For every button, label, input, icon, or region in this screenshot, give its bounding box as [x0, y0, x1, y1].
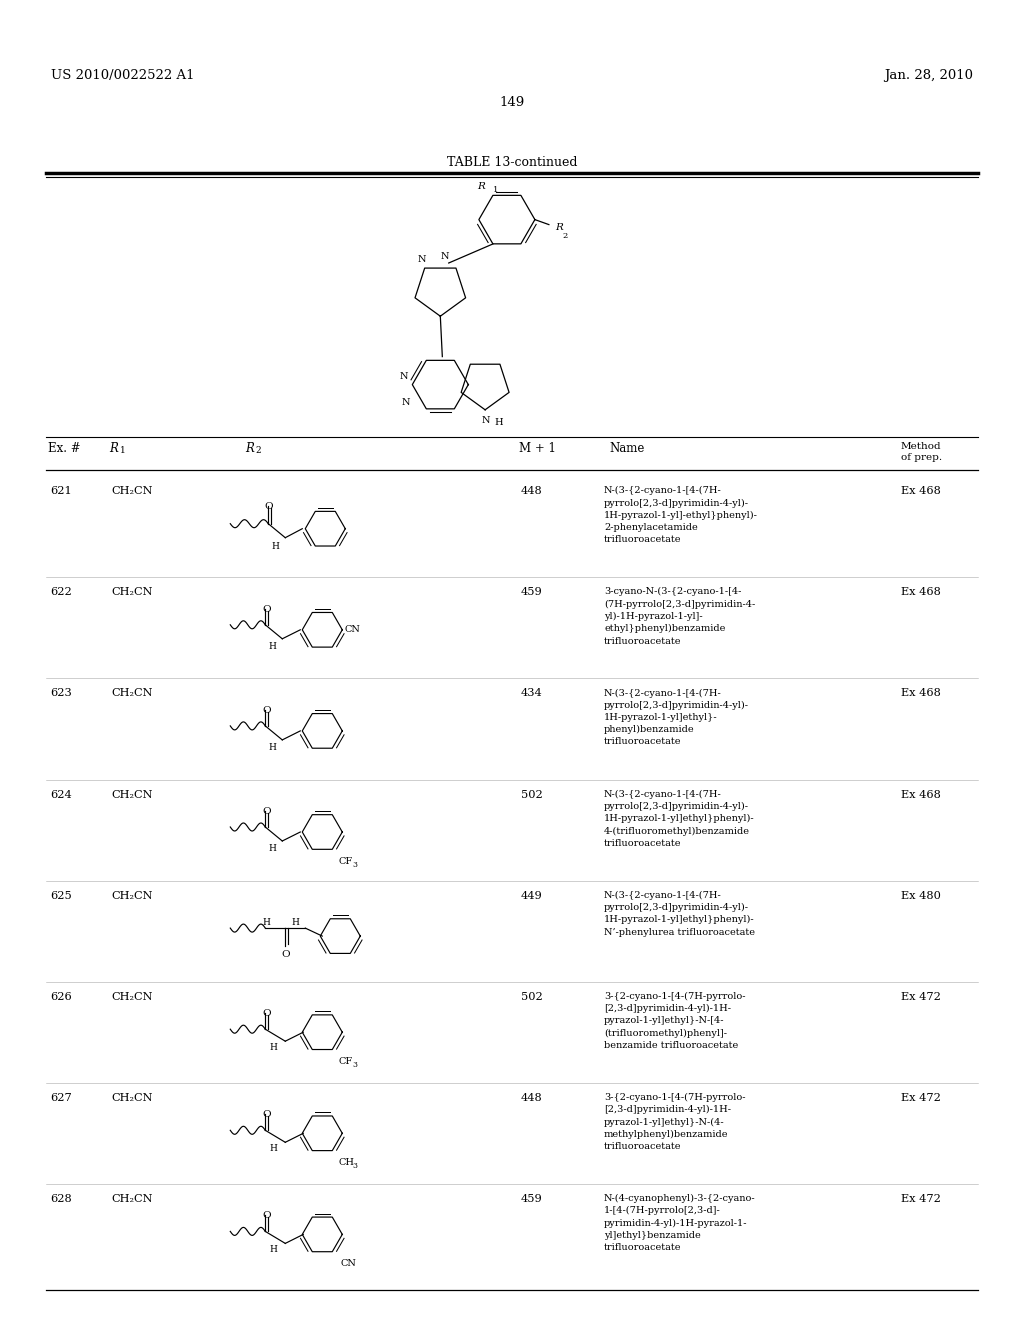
- Text: US 2010/0022522 A1: US 2010/0022522 A1: [51, 69, 195, 82]
- Text: CH₂CN: CH₂CN: [112, 991, 153, 1002]
- Text: CF: CF: [338, 857, 352, 866]
- Text: O: O: [262, 706, 270, 715]
- Text: 3: 3: [352, 1163, 357, 1171]
- Text: CH₂CN: CH₂CN: [112, 789, 153, 800]
- Text: Method
of prep.: Method of prep.: [901, 442, 942, 462]
- Text: H: H: [269, 1144, 278, 1154]
- Text: CH₂CN: CH₂CN: [112, 1093, 153, 1102]
- Text: 3-cyano-N-(3-{2-cyano-1-[4-
(7H-pyrrolo[2,3-d]pyrimidin-4-
yl)-1H-pyrazol-1-yl]-: 3-cyano-N-(3-{2-cyano-1-[4- (7H-pyrrolo[…: [604, 587, 756, 645]
- Text: H: H: [268, 642, 276, 651]
- Text: 2: 2: [563, 231, 568, 240]
- Text: H: H: [268, 843, 276, 853]
- Text: H: H: [292, 919, 299, 927]
- Text: 622: 622: [50, 587, 72, 597]
- Text: 627: 627: [50, 1093, 72, 1102]
- Text: N-(4-cyanophenyl)-3-{2-cyano-
1-[4-(7H-pyrrolo[2,3-d]-
pyrimidin-4-yl)-1H-pyrazo: N-(4-cyanophenyl)-3-{2-cyano- 1-[4-(7H-p…: [604, 1193, 756, 1251]
- Text: N: N: [400, 372, 409, 381]
- Text: CF: CF: [338, 1057, 352, 1067]
- Text: Ex 472: Ex 472: [901, 1193, 941, 1204]
- Text: CH: CH: [338, 1158, 354, 1167]
- Text: CH₂CN: CH₂CN: [112, 689, 153, 698]
- Text: H: H: [269, 1043, 278, 1052]
- Text: Ex 468: Ex 468: [901, 789, 941, 800]
- Text: N-(3-{2-cyano-1-[4-(7H-
pyrrolo[2,3-d]pyrimidin-4-yl)-
1H-pyrazol-1-yl]ethyl}phe: N-(3-{2-cyano-1-[4-(7H- pyrrolo[2,3-d]py…: [604, 891, 755, 936]
- Text: H: H: [262, 919, 270, 927]
- Text: Ex 472: Ex 472: [901, 991, 941, 1002]
- Text: 628: 628: [50, 1193, 72, 1204]
- Text: Ex 468: Ex 468: [901, 486, 941, 496]
- Text: N-(3-{2-cyano-1-[4-(7H-
pyrrolo[2,3-d]pyrimidin-4-yl)-
1H-pyrazol-1-yl]ethyl}phe: N-(3-{2-cyano-1-[4-(7H- pyrrolo[2,3-d]py…: [604, 789, 755, 847]
- Text: 623: 623: [50, 689, 72, 698]
- Text: TABLE 13-continued: TABLE 13-continued: [446, 156, 578, 169]
- Text: 2: 2: [255, 446, 261, 455]
- Text: 434: 434: [521, 689, 543, 698]
- Text: 3-{2-cyano-1-[4-(7H-pyrrolo-
[2,3-d]pyrimidin-4-yl)-1H-
pyrazol-1-yl]ethyl}-N-(4: 3-{2-cyano-1-[4-(7H-pyrrolo- [2,3-d]pyri…: [604, 1093, 745, 1151]
- Text: 624: 624: [50, 789, 72, 800]
- Text: 502: 502: [521, 991, 543, 1002]
- Text: 3-{2-cyano-1-[4-(7H-pyrrolo-
[2,3-d]pyrimidin-4-yl)-1H-
pyrazol-1-yl]ethyl}-N-[4: 3-{2-cyano-1-[4-(7H-pyrrolo- [2,3-d]pyri…: [604, 991, 745, 1049]
- Text: N-(3-{2-cyano-1-[4-(7H-
pyrrolo[2,3-d]pyrimidin-4-yl)-
1H-pyrazol-1-yl]-ethyl}ph: N-(3-{2-cyano-1-[4-(7H- pyrrolo[2,3-d]py…: [604, 486, 758, 544]
- Text: 626: 626: [50, 991, 72, 1002]
- Text: N-(3-{2-cyano-1-[4-(7H-
pyrrolo[2,3-d]pyrimidin-4-yl)-
1H-pyrazol-1-yl]ethyl}-
p: N-(3-{2-cyano-1-[4-(7H- pyrrolo[2,3-d]py…: [604, 689, 749, 747]
- Text: R: R: [246, 442, 254, 455]
- Text: 3: 3: [352, 861, 357, 869]
- Text: N: N: [418, 255, 427, 264]
- Text: 449: 449: [521, 891, 543, 900]
- Text: R: R: [110, 442, 119, 455]
- Text: CH₂CN: CH₂CN: [112, 486, 153, 496]
- Text: 459: 459: [521, 587, 543, 597]
- Text: O: O: [262, 807, 270, 816]
- Text: R: R: [477, 182, 485, 190]
- Text: 502: 502: [521, 789, 543, 800]
- Text: O: O: [262, 1110, 270, 1119]
- Text: 3: 3: [352, 1061, 357, 1069]
- Text: H: H: [495, 417, 504, 426]
- Text: CN: CN: [344, 626, 360, 635]
- Text: O: O: [262, 1010, 270, 1018]
- Text: 448: 448: [521, 486, 543, 496]
- Text: Ex 472: Ex 472: [901, 1093, 941, 1102]
- Text: Name: Name: [609, 442, 644, 455]
- Text: 625: 625: [50, 891, 72, 900]
- Text: O: O: [264, 502, 272, 511]
- Text: Ex 468: Ex 468: [901, 587, 941, 597]
- Text: 1: 1: [120, 446, 125, 455]
- Text: 459: 459: [521, 1193, 543, 1204]
- Text: 149: 149: [500, 96, 524, 110]
- Text: O: O: [262, 1212, 270, 1221]
- Text: Jan. 28, 2010: Jan. 28, 2010: [884, 69, 973, 82]
- Text: 448: 448: [521, 1093, 543, 1102]
- Text: H: H: [271, 541, 280, 550]
- Text: 621: 621: [50, 486, 72, 496]
- Text: N: N: [441, 252, 450, 261]
- Text: CN: CN: [340, 1259, 356, 1269]
- Text: 1: 1: [493, 186, 499, 194]
- Text: N: N: [402, 399, 411, 407]
- Text: R: R: [555, 223, 563, 232]
- Text: Ex 468: Ex 468: [901, 689, 941, 698]
- Text: CH₂CN: CH₂CN: [112, 891, 153, 900]
- Text: M + 1: M + 1: [519, 442, 556, 455]
- Text: N: N: [481, 416, 490, 425]
- Text: H: H: [268, 743, 276, 752]
- Text: O: O: [281, 950, 290, 960]
- Text: Ex. #: Ex. #: [48, 442, 81, 455]
- Text: CH₂CN: CH₂CN: [112, 1193, 153, 1204]
- Text: H: H: [269, 1245, 278, 1254]
- Text: CH₂CN: CH₂CN: [112, 587, 153, 597]
- Text: Ex 480: Ex 480: [901, 891, 941, 900]
- Text: O: O: [262, 605, 270, 614]
